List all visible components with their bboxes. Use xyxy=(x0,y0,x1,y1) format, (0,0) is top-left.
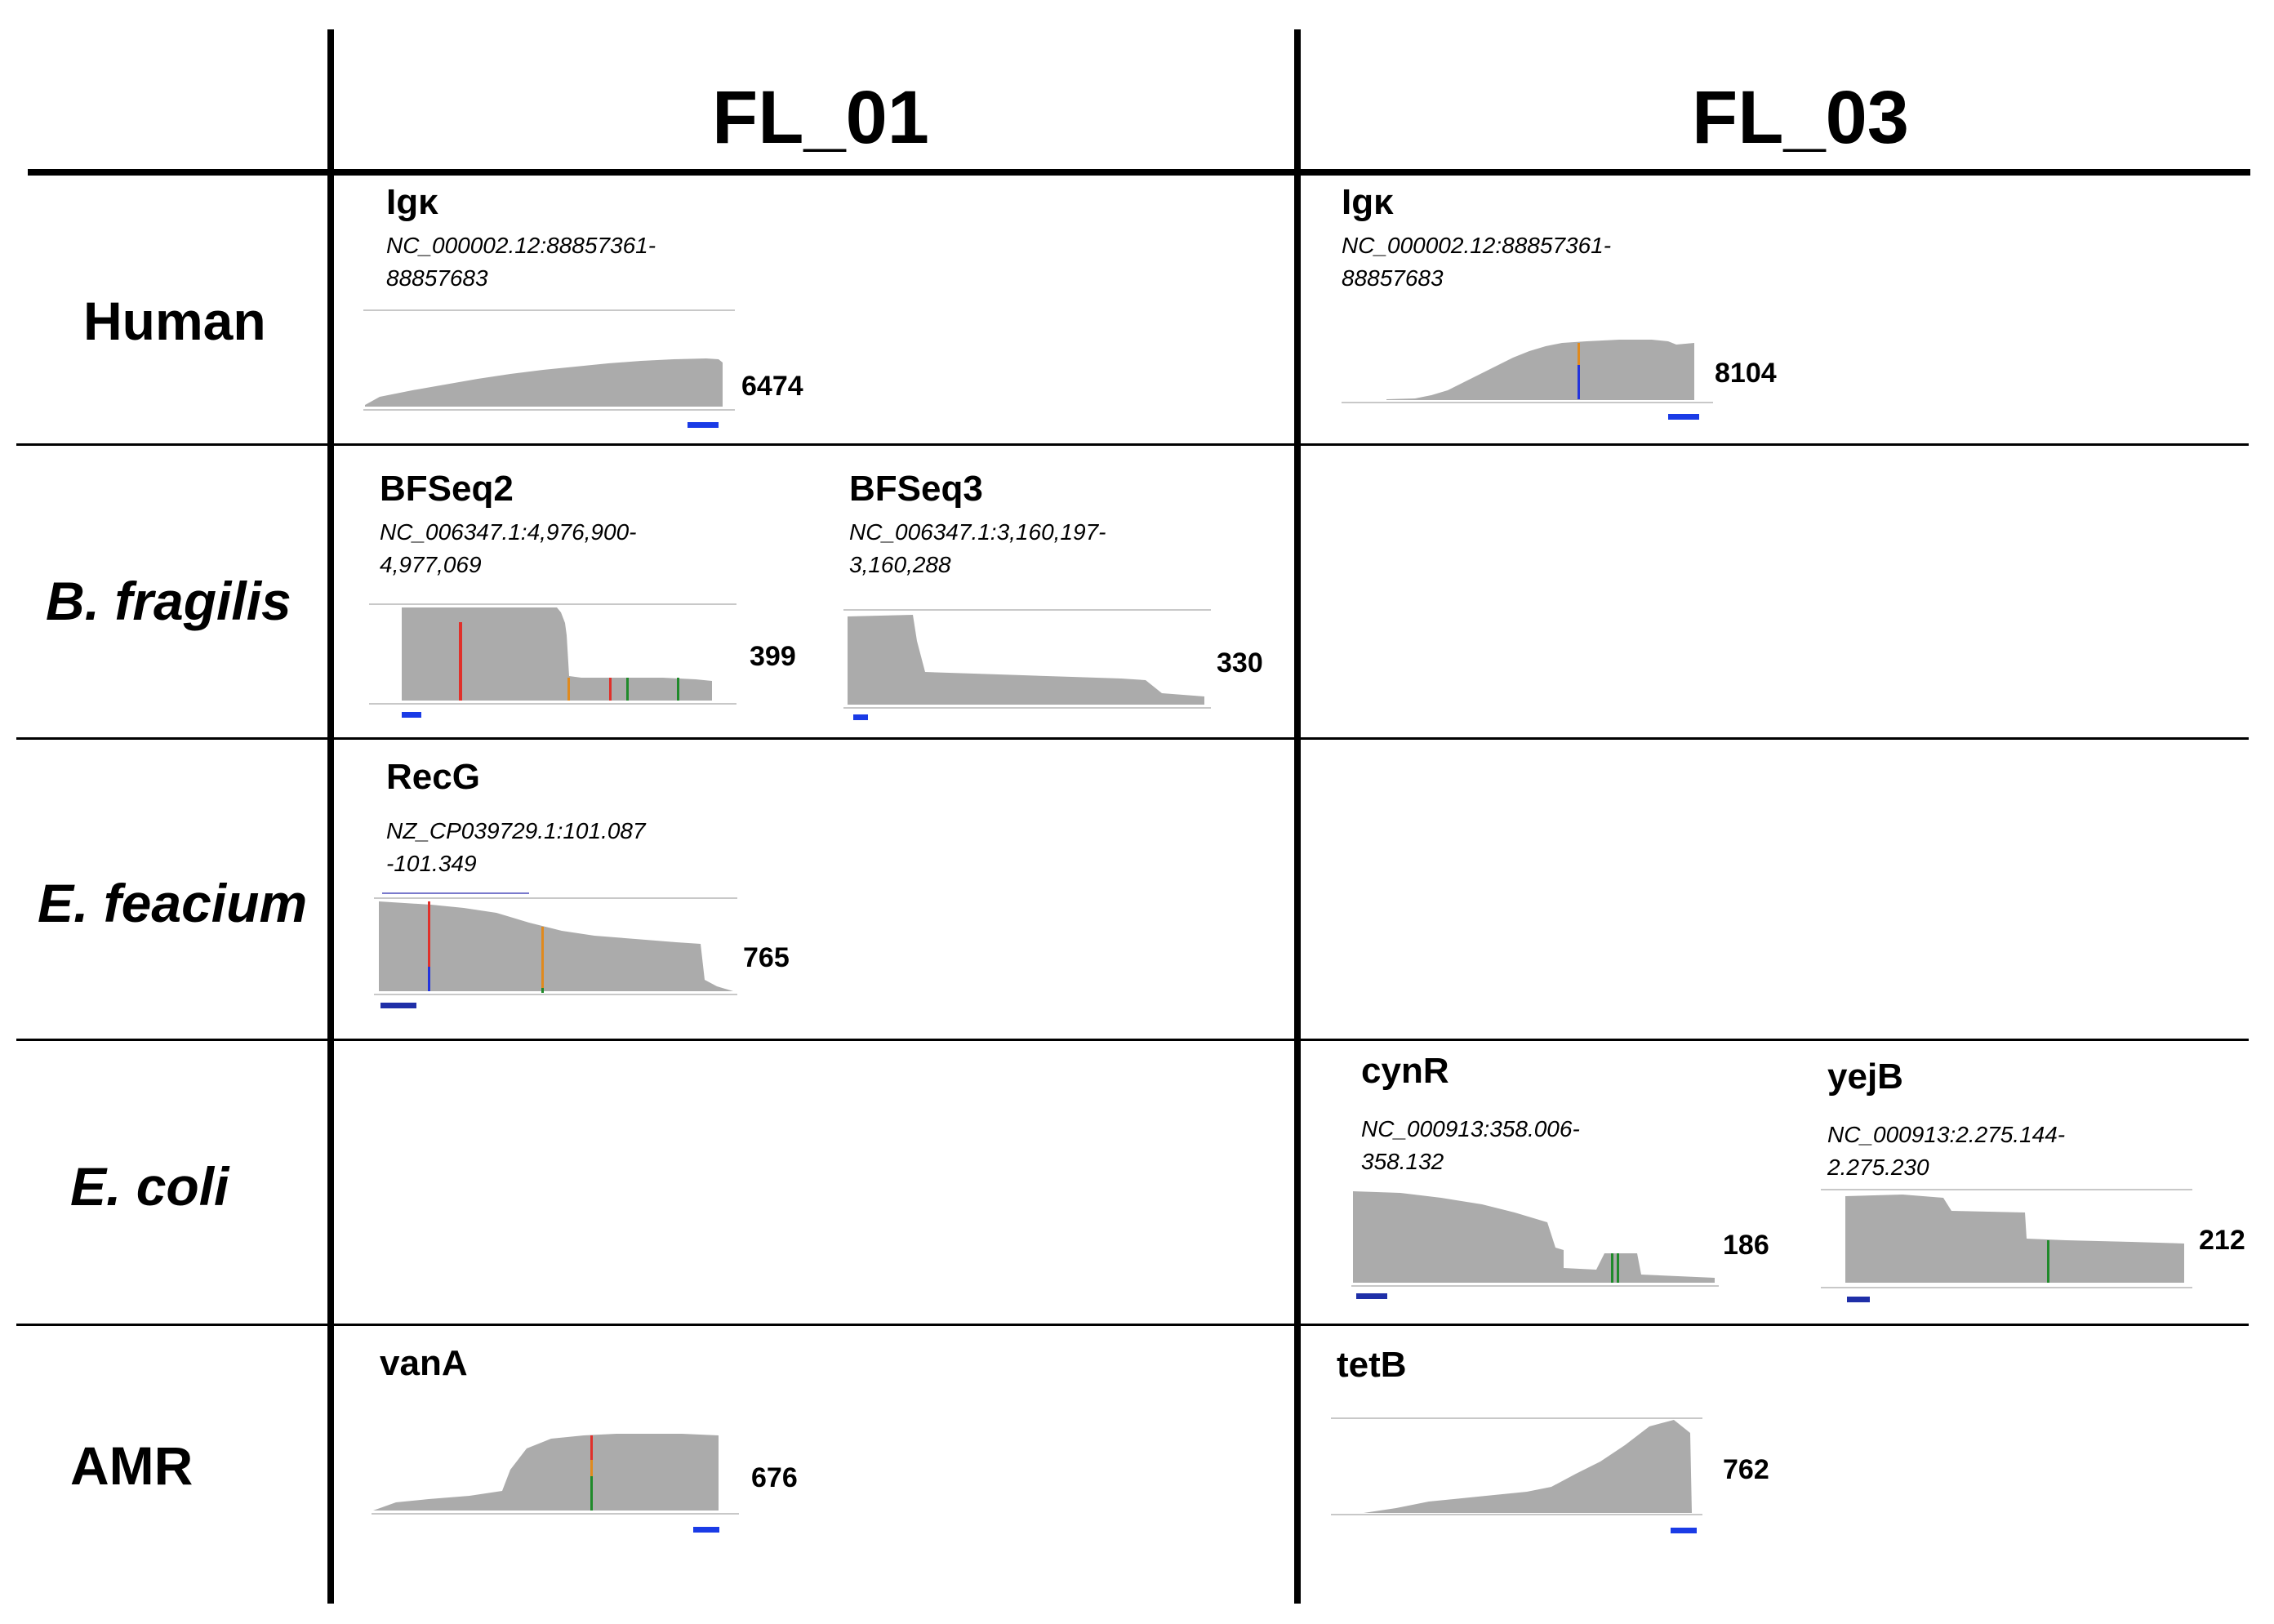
coverage-max-bfseq3: 330 xyxy=(1217,647,1263,679)
coverage-track-yejb xyxy=(1821,1189,2192,1302)
header-rule xyxy=(28,169,2250,176)
mismatch-mark xyxy=(590,1435,593,1460)
coverage-profile xyxy=(365,358,723,407)
mismatch-mark xyxy=(1578,365,1580,399)
column-divider-right xyxy=(1294,29,1301,1604)
coverage-profile xyxy=(1353,1191,1715,1283)
scale-bar xyxy=(693,1527,719,1533)
coverage-max-tetb: 762 xyxy=(1723,1454,1769,1485)
column-divider-left xyxy=(327,29,334,1604)
row-label-e-coli: E. coli xyxy=(70,1156,229,1217)
mismatch-mark xyxy=(1611,1253,1613,1283)
gene-label-yejb: yejB xyxy=(1827,1057,1903,1097)
coordinate-igk-fl03: NC_000002.12:88857361- 88857683 xyxy=(1342,233,1612,291)
coverage-profile xyxy=(848,615,1204,705)
scale-bar xyxy=(402,712,421,718)
coverage-profile xyxy=(1386,340,1694,400)
scale-bar xyxy=(380,1003,416,1008)
gene-label-igk-fl03: Igκ xyxy=(1342,182,1394,222)
coverage-profile xyxy=(1845,1195,2184,1283)
coordinate-igk-fl01: NC_000002.12:88857361- 88857683 xyxy=(386,233,656,291)
coverage-profile xyxy=(1364,1420,1692,1513)
mismatch-mark xyxy=(677,678,679,701)
coverage-max-yejb: 212 xyxy=(2199,1225,2245,1256)
row-divider-2 xyxy=(16,737,2249,740)
coverage-max-bfseq2: 399 xyxy=(750,641,796,672)
mismatch-mark xyxy=(541,927,544,988)
coordinate-yejb: NC_000913:2.275.144- 2.275.230 xyxy=(1827,1122,2066,1180)
coverage-track-tetb xyxy=(1331,1417,1702,1533)
coverage-track-bfseq3 xyxy=(843,609,1211,720)
column-header-fl03: FL_03 xyxy=(1692,76,1909,159)
mismatch-mark xyxy=(459,622,462,701)
row-divider-3 xyxy=(16,1039,2249,1041)
mismatch-mark xyxy=(1578,343,1580,365)
row-label-human: Human xyxy=(83,291,266,351)
coverage-max-igk-fl01: 6474 xyxy=(741,371,803,402)
scale-bar xyxy=(688,422,719,428)
scale-bar xyxy=(853,714,868,720)
coverage-profile xyxy=(373,1434,719,1511)
gene-label-igk-fl01: Igκ xyxy=(386,182,438,222)
mismatch-mark xyxy=(609,678,612,701)
scale-bar xyxy=(1671,1528,1697,1533)
coverage-max-vana: 676 xyxy=(751,1462,798,1493)
mismatch-mark xyxy=(1617,1253,1619,1283)
row-label-b-fragilis: B. fragilis xyxy=(46,571,291,631)
coverage-profile xyxy=(379,901,733,991)
gene-label-bfseq3: BFSeq3 xyxy=(849,469,983,509)
row-label-amr: AMR xyxy=(70,1435,194,1496)
row-divider-4 xyxy=(16,1324,2249,1326)
coordinate-cynr: NC_000913:358.006- 358.132 xyxy=(1361,1116,1580,1174)
column-header-fl01: FL_01 xyxy=(712,76,929,159)
coverage-profile xyxy=(402,607,712,701)
coverage-max-cynr: 186 xyxy=(1723,1230,1769,1261)
coverage-track-cynr xyxy=(1351,1191,1719,1299)
coordinate-bfseq2: NC_006347.1:4,976,900- 4,977,069 xyxy=(380,519,637,577)
coverage-max-igk-fl03: 8104 xyxy=(1715,358,1777,389)
mismatch-mark xyxy=(541,988,544,993)
mismatch-mark xyxy=(567,678,570,701)
coordinate-bfseq3: NC_006347.1:3,160,197- 3,160,288 xyxy=(849,519,1106,577)
coverage-max-recg: 765 xyxy=(743,942,790,973)
gene-label-bfseq2: BFSeq2 xyxy=(380,469,514,509)
mismatch-mark xyxy=(428,901,430,967)
gene-label-recg: RecG xyxy=(386,757,480,797)
row-divider-1 xyxy=(16,443,2249,446)
row-label-e-feacium: E. feacium xyxy=(38,873,308,933)
scale-bar xyxy=(1668,414,1699,420)
coverage-track-igk-fl01 xyxy=(363,309,735,428)
mismatch-mark xyxy=(590,1476,593,1511)
gene-label-tetb: tetB xyxy=(1337,1345,1407,1385)
coverage-track-bfseq2 xyxy=(369,603,736,718)
coverage-track-recg xyxy=(374,892,737,1008)
gene-label-vana: vanA xyxy=(380,1343,468,1383)
mismatch-mark xyxy=(2047,1240,2049,1283)
gene-label-cynr: cynR xyxy=(1361,1051,1449,1091)
mismatch-mark xyxy=(626,678,629,701)
scale-bar xyxy=(1847,1297,1870,1302)
coordinate-recg: NZ_CP039729.1:101.087 -101.349 xyxy=(386,818,646,876)
mismatch-mark xyxy=(428,967,430,991)
coverage-track-igk-fl03 xyxy=(1342,340,1713,420)
coverage-track-vana xyxy=(372,1434,739,1533)
scale-bar xyxy=(1356,1293,1387,1299)
mismatch-mark xyxy=(590,1460,593,1476)
